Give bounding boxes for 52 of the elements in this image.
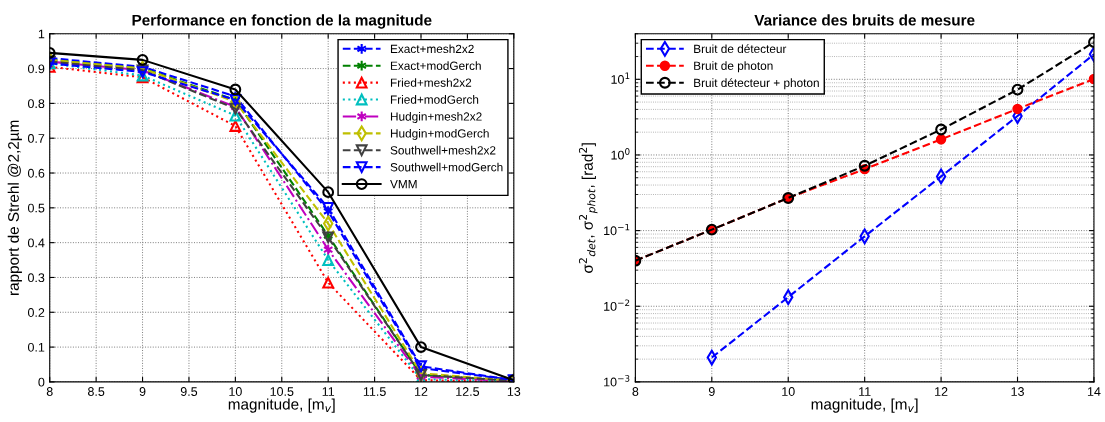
y-axis-title: rapport de Strehl @2,2µm	[7, 120, 22, 295]
legend-label: Bruit de photon	[694, 61, 773, 73]
x-tick-label: 11.5	[363, 387, 386, 396]
legend-label: Fried+modGerch	[390, 95, 479, 104]
x-tick-label: 9.5	[180, 387, 198, 396]
legend-label: Bruit de détecteur	[694, 44, 787, 54]
x-tick-label: 9	[139, 387, 146, 396]
legend-label: Bruit détecteur + photon	[694, 78, 819, 90]
x-tick-label: 10	[229, 387, 242, 396]
chart-title: Variance des bruits de mesure	[754, 14, 975, 26]
y-tick-label: 0.5	[27, 203, 45, 213]
x-tick-label: 10	[782, 387, 795, 396]
legend-label: Hudgin+modGerch	[390, 128, 489, 140]
legend-label: Southwell+modGerch	[390, 162, 503, 172]
y-tick-label: 0.4	[27, 238, 45, 248]
y-tick-label: 0.9	[27, 64, 45, 74]
x-axis-title: magnitude, [m$_{v}$]	[228, 398, 335, 413]
x-tick-label: 12	[935, 387, 948, 396]
x-axis-title: magnitude, [m$_{v}$]	[811, 398, 918, 413]
y-tick-label: 0	[38, 377, 45, 387]
x-tick-label: 13	[1011, 387, 1024, 396]
x-tick-label: 8	[632, 387, 639, 396]
y-tick-label: 0.2	[27, 308, 45, 317]
x-tick-label: 8	[46, 387, 53, 396]
y-tick-label: 1	[38, 29, 45, 39]
x-tick-label: 13	[507, 387, 521, 396]
x-tick-label: 12.5	[456, 387, 480, 396]
y-tick-label: 0.3	[27, 273, 45, 283]
chart-title: Performance en fonction de la magnitude	[132, 14, 432, 29]
y-tick-label: 0.6	[27, 168, 45, 178]
x-tick-label: 12	[415, 387, 428, 396]
y-tick-label: 10$^{0}$	[611, 148, 630, 160]
x-tick-label: 9	[708, 387, 715, 396]
x-tick-label: 11	[322, 387, 335, 396]
legend-label: Fried+mesh2x2	[390, 78, 472, 87]
y-tick-label: 10$^{−3}$	[604, 375, 630, 387]
y-tick-label: 0.8	[27, 99, 45, 109]
legend-label: Exact+mesh2x2	[390, 44, 474, 54]
y-tick-label: 0.1	[27, 342, 45, 352]
y-tick-label: 10$^{−2}$	[604, 299, 630, 311]
legend-label: Exact+modGerch	[390, 61, 481, 70]
x-tick-label: 14	[1087, 387, 1101, 396]
y-tick-label: 10$^{1}$	[611, 72, 630, 84]
legend-label: Hudgin+mesh2x2	[390, 112, 482, 124]
text: σ$^{2}$$_{det}$, σ$^{2}$$_{phot}$, [rad$^{2}$]	[578, 143, 598, 273]
x-tick-label: 10.5	[270, 387, 294, 396]
legend-label: VMM	[390, 180, 417, 189]
y-tick-label: 10$^{−1}$	[604, 223, 630, 236]
x-tick-label: 8.5	[87, 387, 105, 396]
legend-label: Southwell+mesh2x2	[390, 145, 496, 155]
x-tick-label: 11	[859, 387, 871, 396]
y-tick-label: 0.7	[27, 134, 45, 143]
